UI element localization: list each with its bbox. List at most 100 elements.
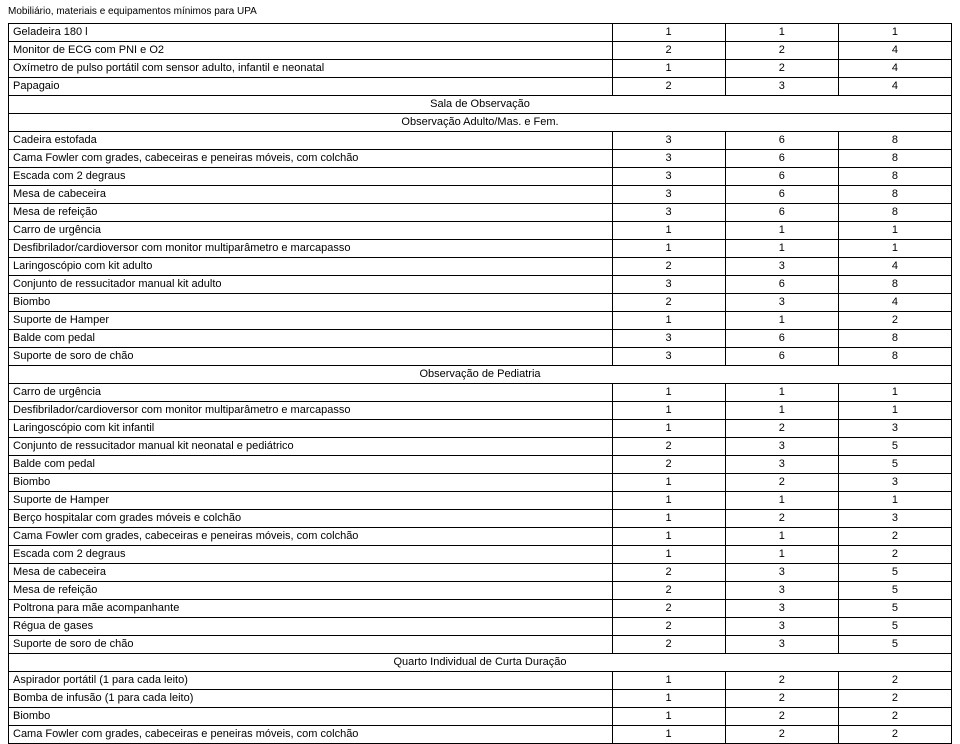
item-qty: 3 xyxy=(612,330,725,348)
item-name: Balde com pedal xyxy=(9,456,613,474)
item-name: Laringoscópio com kit infantil xyxy=(9,420,613,438)
item-qty: 8 xyxy=(838,204,951,222)
item-qty: 5 xyxy=(838,636,951,654)
item-name: Desfibrilador/cardioversor com monitor m… xyxy=(9,402,613,420)
item-qty: 1 xyxy=(725,222,838,240)
section-header: Observação de Pediatria xyxy=(9,366,952,384)
item-qty: 4 xyxy=(838,42,951,60)
item-qty: 3 xyxy=(612,276,725,294)
item-qty: 2 xyxy=(612,456,725,474)
item-qty: 2 xyxy=(838,726,951,744)
table-row: Suporte de soro de chão368 xyxy=(9,348,952,366)
table-row: Sala de Observação xyxy=(9,96,952,114)
item-qty: 2 xyxy=(725,60,838,78)
item-qty: 2 xyxy=(838,690,951,708)
item-qty: 6 xyxy=(725,150,838,168)
table-row: Laringoscópio com kit adulto234 xyxy=(9,258,952,276)
section-header: Observação Adulto/Mas. e Fem. xyxy=(9,114,952,132)
item-qty: 2 xyxy=(612,636,725,654)
item-qty: 8 xyxy=(838,348,951,366)
item-qty: 8 xyxy=(838,330,951,348)
item-qty: 3 xyxy=(725,294,838,312)
item-name: Poltrona para mãe acompanhante xyxy=(9,600,613,618)
table-row: Papagaio234 xyxy=(9,78,952,96)
item-name: Biombo xyxy=(9,708,613,726)
page-title: Mobiliário, materiais e equipamentos mín… xyxy=(8,6,952,17)
item-qty: 3 xyxy=(725,618,838,636)
item-qty: 3 xyxy=(725,438,838,456)
item-qty: 6 xyxy=(725,204,838,222)
item-qty: 5 xyxy=(838,600,951,618)
item-qty: 3 xyxy=(725,636,838,654)
item-qty: 3 xyxy=(838,474,951,492)
table-row: Geladeira 180 l111 xyxy=(9,24,952,42)
item-name: Mesa de refeição xyxy=(9,582,613,600)
item-qty: 8 xyxy=(838,132,951,150)
table-row: Balde com pedal235 xyxy=(9,456,952,474)
item-qty: 2 xyxy=(725,708,838,726)
item-name: Suporte de Hamper xyxy=(9,312,613,330)
item-qty: 2 xyxy=(838,312,951,330)
item-name: Conjunto de ressucitador manual kit adul… xyxy=(9,276,613,294)
item-qty: 8 xyxy=(838,186,951,204)
table-row: Aspirador portátil (1 para cada leito)1 2… xyxy=(9,672,952,690)
table-row: Berço hospitalar com grades móveis e col… xyxy=(9,510,952,528)
item-qty: 1 xyxy=(612,420,725,438)
item-qty: 8 xyxy=(838,150,951,168)
item-qty: 1 xyxy=(612,546,725,564)
item-qty: 2 xyxy=(612,618,725,636)
item-qty: 6 xyxy=(725,168,838,186)
item-qty: 4 xyxy=(838,60,951,78)
item-qty: 2 xyxy=(838,672,951,690)
table-row: Cadeira estofada368 xyxy=(9,132,952,150)
item-qty: 5 xyxy=(838,438,951,456)
table-row: Conjunto de ressucitador manual kit adul… xyxy=(9,276,952,294)
table-row: Desfibrilador/cardioversor com monitor m… xyxy=(9,402,952,420)
item-name: Mesa de refeição xyxy=(9,204,613,222)
item-qty: 2 xyxy=(612,294,725,312)
item-qty: 6 xyxy=(725,186,838,204)
table-row: Mesa de cabeceira368 xyxy=(9,186,952,204)
item-qty: 2 xyxy=(725,420,838,438)
item-name: Biombo xyxy=(9,294,613,312)
table-row: Carro de urgência111 xyxy=(9,222,952,240)
item-name: Cama Fowler com grades, cabeceiras e pen… xyxy=(9,528,613,546)
item-qty: 3 xyxy=(838,510,951,528)
item-qty: 5 xyxy=(838,618,951,636)
item-name: Cama Fowler com grades, cabeceiras e pen… xyxy=(9,726,613,744)
item-qty: 1 xyxy=(725,402,838,420)
item-name: Suporte de soro de chão xyxy=(9,636,613,654)
item-qty: 2 xyxy=(612,42,725,60)
item-name: Aspirador portátil (1 para cada leito) xyxy=(9,672,613,690)
item-qty: 1 xyxy=(838,24,951,42)
item-qty: 1 xyxy=(725,312,838,330)
item-qty: 3 xyxy=(725,564,838,582)
item-qty: 1 xyxy=(725,528,838,546)
item-qty: 2 xyxy=(612,78,725,96)
item-name: Desfibrilador/cardioversor com monitor m… xyxy=(9,240,613,258)
item-qty: 3 xyxy=(725,258,838,276)
item-qty: 6 xyxy=(725,276,838,294)
item-qty: 2 xyxy=(838,546,951,564)
item-qty: 4 xyxy=(838,294,951,312)
item-name: Suporte de Hamper xyxy=(9,492,613,510)
item-qty: 2 xyxy=(838,528,951,546)
item-name: Berço hospitalar com grades móveis e col… xyxy=(9,510,613,528)
item-qty: 3 xyxy=(612,150,725,168)
table-row: Suporte de Hamper112 xyxy=(9,312,952,330)
item-name: Biombo xyxy=(9,474,613,492)
item-qty: 3 xyxy=(725,78,838,96)
item-qty: 1 xyxy=(725,384,838,402)
item-qty: 1 xyxy=(838,492,951,510)
table-row: Laringoscópio com kit infantil123 xyxy=(9,420,952,438)
item-qty: 3 xyxy=(838,420,951,438)
item-qty: 6 xyxy=(725,330,838,348)
item-qty: 2 xyxy=(725,510,838,528)
item-qty: 8 xyxy=(838,168,951,186)
item-qty: 1 xyxy=(612,384,725,402)
item-qty: 3 xyxy=(612,204,725,222)
item-qty: 1 xyxy=(612,672,725,690)
section-header: Quarto Individual de Curta Duração xyxy=(9,654,952,672)
item-qty: 1 xyxy=(612,402,725,420)
item-qty: 3 xyxy=(612,348,725,366)
